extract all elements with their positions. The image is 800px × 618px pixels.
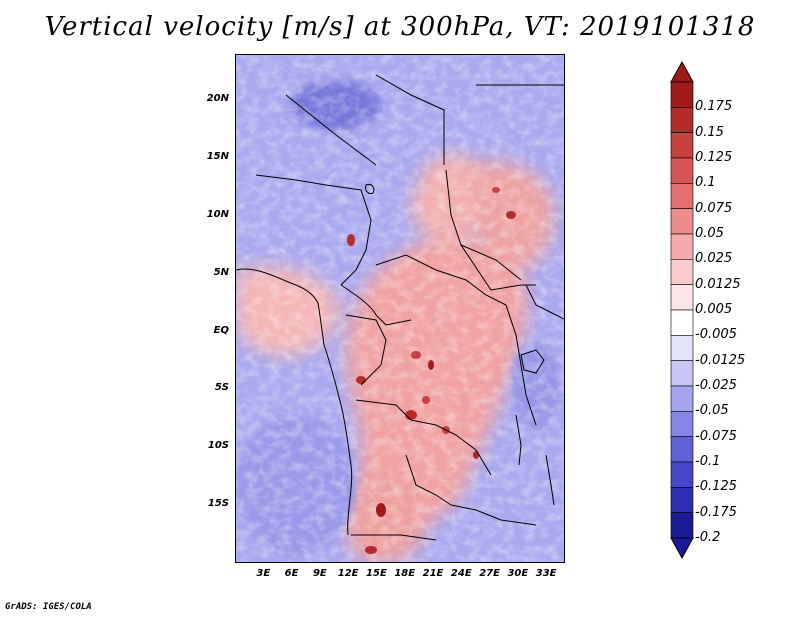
convective-cell: [376, 503, 386, 517]
convective-cell: [411, 351, 421, 359]
colorbar-label: 0.15: [695, 124, 724, 140]
colorbar-segment: [670, 461, 694, 488]
colorbar-label: -0.2: [695, 530, 721, 545]
border-cameroon: [340, 284, 412, 326]
convective-cell: [422, 396, 430, 404]
colorbar-segment: [670, 335, 694, 361]
colorbar-bottom-arrow: [670, 537, 694, 560]
page-title: Vertical velocity [m/s] at 300hPa, VT: 2…: [44, 12, 756, 42]
border-south-sudan: [460, 244, 536, 291]
border-drc-congo: [345, 314, 387, 386]
colorbar-label: -0.1: [695, 454, 721, 469]
colorbar-label: -0.025: [695, 378, 737, 393]
coastline-west-africa: [236, 268, 353, 536]
x-tick-label: 18E: [394, 568, 416, 579]
colorbar-label: 0.1: [695, 175, 716, 191]
lake-chad: [365, 184, 375, 194]
convective-cell: [347, 234, 355, 246]
x-tick-label: 27E: [479, 568, 500, 579]
colorbar-segment: [670, 309, 694, 336]
colorbar-label: 0.175: [695, 99, 733, 115]
colorbar-segment: [670, 107, 694, 133]
y-tick-label: EQ: [213, 324, 229, 336]
y-tick-label: 15S: [207, 498, 229, 510]
lake-victoria-shore: [520, 349, 545, 374]
convective-cells: [347, 187, 516, 554]
border-zambia-south: [450, 504, 537, 526]
colorbar: [670, 60, 694, 560]
x-tick-label: 33E: [535, 568, 557, 579]
colorbar-segment: [670, 233, 694, 260]
x-tick-label: 24E: [450, 568, 472, 579]
x-tick-label: 3E: [256, 568, 271, 579]
country-borders: [236, 74, 564, 541]
convective-cell: [356, 376, 366, 384]
y-tick-label: 15N: [206, 151, 229, 163]
border-drc-angola: [355, 399, 492, 476]
vertical-velocity-map: [235, 54, 565, 563]
x-tick-label: 21E: [422, 568, 444, 579]
x-tick-label: 9E: [312, 568, 327, 579]
colorbar-segment: [670, 436, 694, 463]
credit-label: GrADS: IGES/COLA: [5, 602, 92, 612]
colorbar-segment: [670, 132, 694, 159]
border-namibia: [351, 534, 437, 541]
convective-cell: [428, 360, 434, 370]
convective-cell: [365, 546, 377, 554]
colorbar-label: 0.075: [695, 200, 733, 216]
border-car-drc: [375, 254, 507, 306]
colorbar-label: -0.125: [695, 479, 737, 495]
colorbar-segment: [670, 512, 694, 539]
x-tick-label: 30E: [507, 568, 529, 579]
y-tick-label: 5S: [214, 382, 229, 394]
field-texture: [236, 55, 564, 562]
colorbar-label: 0.0125: [695, 276, 741, 292]
colorbar-segment: [670, 284, 694, 311]
colorbar-label: -0.075: [695, 428, 737, 444]
colorbar-segment: [670, 157, 694, 184]
colorbar-top-arrow: [670, 60, 694, 83]
convective-cell: [473, 451, 479, 459]
y-tick-label: 10N: [206, 208, 229, 220]
colorbar-label: 0.025: [695, 251, 733, 267]
y-tick-label: 20N: [206, 93, 229, 105]
colorbar-label: -0.005: [695, 327, 737, 343]
border-niger-chad: [285, 94, 377, 166]
border-nigeria: [255, 174, 372, 286]
border-angola-zambia: [405, 454, 452, 506]
border-drc-east: [505, 304, 537, 426]
x-tick-label: 12E: [337, 568, 359, 579]
border-libya-egypt: [375, 74, 445, 165]
x-tick-label: 6E: [284, 568, 299, 579]
colorbar-segment: [670, 259, 694, 285]
colorbar-label: -0.175: [695, 504, 737, 520]
colorbar-segment: [670, 183, 694, 209]
colorbar-label: -0.05: [695, 403, 729, 419]
convective-cell: [405, 410, 417, 420]
colorbar-segment: [670, 487, 694, 513]
convective-cell: [506, 211, 516, 219]
x-tick-label: 15E: [366, 568, 387, 579]
colorbar-segment: [670, 360, 694, 387]
colorbar-label: 0.005: [695, 302, 733, 317]
colorbar-segment: [670, 385, 694, 412]
colorbar-label: -0.0125: [695, 352, 746, 368]
colorbar-segment: [670, 81, 694, 108]
lake-tanganyika: [515, 414, 522, 466]
colorbar-segment: [670, 411, 694, 437]
y-tick-label: 5N: [213, 266, 229, 278]
lake-malawi: [545, 454, 555, 506]
border-east-edge: [525, 284, 564, 320]
colorbar-label: 0.05: [695, 226, 724, 241]
convective-cell: [492, 187, 500, 193]
y-tick-label: 10S: [207, 440, 229, 452]
colorbar-label: 0.125: [695, 150, 733, 165]
colorbar-segment: [670, 208, 694, 235]
